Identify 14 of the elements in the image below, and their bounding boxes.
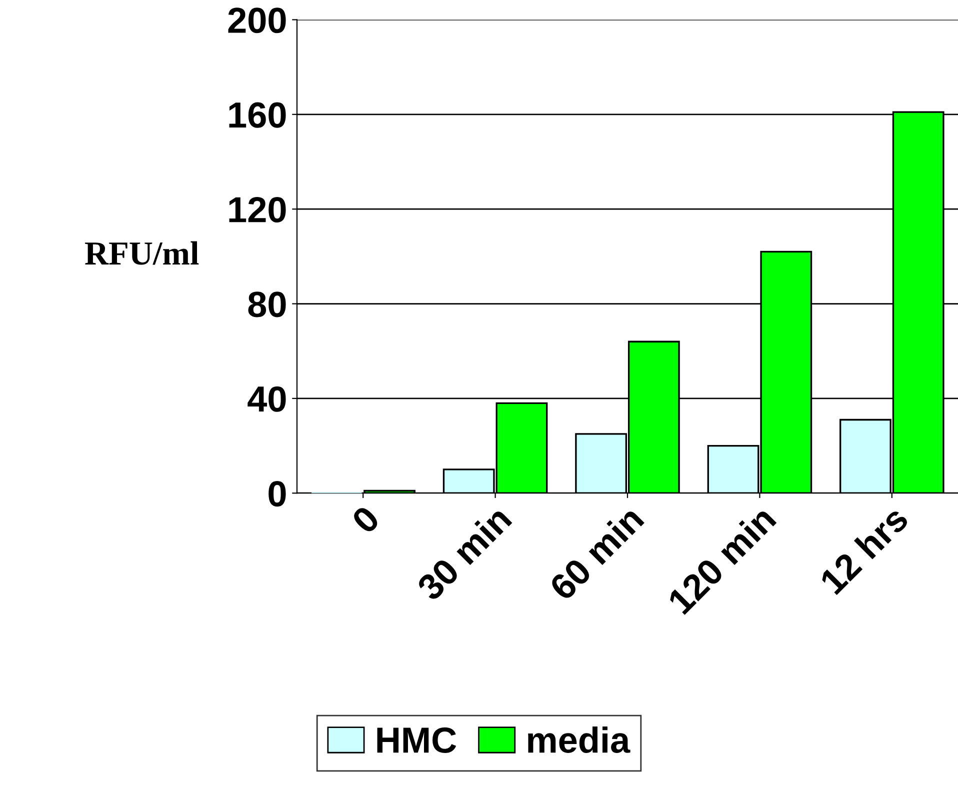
y-tick-label: 40: [248, 386, 286, 412]
y-tick-label: 200: [228, 8, 286, 34]
y-tick-label: 0: [268, 480, 286, 507]
y-tick-label: 120: [229, 196, 286, 223]
legend-label: HMC: [377, 727, 456, 753]
x-tick-label: 120 min: [666, 504, 777, 616]
legend-label: media: [528, 726, 630, 753]
y-tick-label: 80: [248, 292, 286, 318]
x-tick-label: 60 min: [548, 504, 645, 602]
x-tick-label: 30 min: [414, 504, 512, 602]
x-tick-label: 0: [350, 504, 381, 535]
x-tick-label: 12 hrs: [818, 504, 910, 596]
y-axis-title: RFU/ml: [85, 241, 199, 265]
y-tick-label: 160: [229, 102, 286, 128]
